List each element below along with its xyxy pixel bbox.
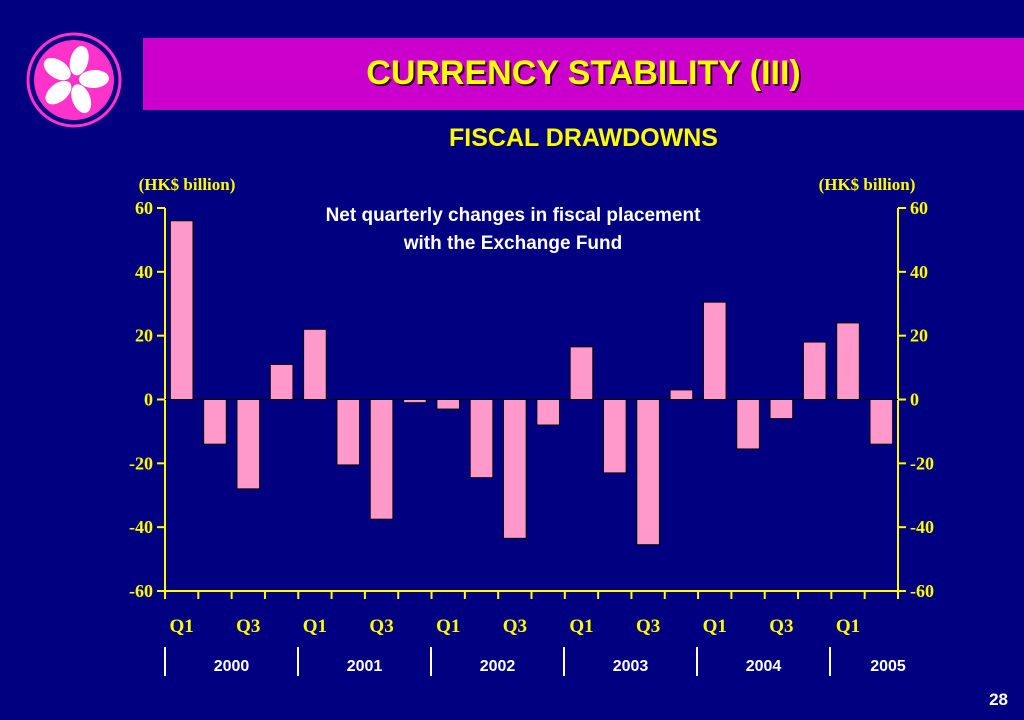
year-label: 2005 <box>870 658 906 675</box>
bar <box>303 328 327 400</box>
bar <box>503 399 527 539</box>
chart-axes <box>157 207 906 676</box>
bar <box>769 399 794 420</box>
slide-title: CURRENCY STABILITY (III) <box>366 54 801 92</box>
bar <box>169 220 194 400</box>
y-axis-label-right: (HK$ billion) <box>819 175 916 194</box>
x-tick-label: Q1 <box>170 616 194 637</box>
bar <box>836 322 860 400</box>
y-tick-label-right: -60 <box>910 581 934 601</box>
y-tick-label-left: 40 <box>135 262 153 282</box>
y-tick-label-left: -60 <box>129 581 153 601</box>
y-tick-label-right: -20 <box>910 453 934 473</box>
chart-bars <box>169 220 894 546</box>
bar <box>669 389 694 400</box>
x-tick-label: Q1 <box>836 616 860 637</box>
y-tick-label-left: 60 <box>135 198 153 218</box>
bar <box>469 399 494 479</box>
title-bar: CURRENCY STABILITY (III) <box>143 38 1024 110</box>
bar <box>436 399 461 410</box>
bar <box>702 301 727 401</box>
y-tick-label-left: 20 <box>135 326 153 346</box>
bauhinia-logo-icon <box>26 32 122 128</box>
bar <box>269 363 294 400</box>
bar <box>636 399 660 546</box>
x-tick-label: Q3 <box>503 616 527 637</box>
x-tick-label: Q3 <box>236 616 260 637</box>
chart-title: Net quarterly changes in fiscal placemen… <box>326 205 702 226</box>
y-tick-label-right: -40 <box>910 517 934 537</box>
x-tick-label: Q3 <box>769 616 793 637</box>
year-label: 2002 <box>480 658 516 675</box>
year-label: 2004 <box>746 658 782 675</box>
y-tick-label-right: 0 <box>910 390 919 410</box>
bar <box>536 399 560 426</box>
bar <box>336 399 361 466</box>
y-axis-label-left: (HK$ billion) <box>139 175 236 194</box>
bar <box>869 399 894 445</box>
y-tick-label-right: 60 <box>910 198 928 218</box>
year-label: 2001 <box>347 658 383 675</box>
bar <box>236 399 261 490</box>
y-tick-label-left: 0 <box>144 390 153 410</box>
x-tick-label: Q1 <box>703 616 727 637</box>
x-tick-label: Q3 <box>636 616 660 637</box>
page-number: 28 <box>989 690 1008 709</box>
y-tick-label-left: -40 <box>129 517 153 537</box>
x-tick-label: Q1 <box>303 616 327 637</box>
x-tick-label: Q1 <box>436 616 460 637</box>
bar <box>736 399 760 450</box>
bar <box>203 399 227 445</box>
bar <box>569 346 594 400</box>
year-label: 2000 <box>214 658 250 675</box>
bar <box>602 399 627 474</box>
y-tick-label-left: -20 <box>129 453 153 473</box>
slide-subtitle: FISCAL DRAWDOWNS <box>449 124 718 152</box>
y-tick-label-right: 20 <box>910 326 928 346</box>
bar <box>369 399 394 520</box>
y-tick-label-right: 40 <box>910 262 928 282</box>
bar <box>802 341 827 400</box>
x-tick-label: Q3 <box>369 616 393 637</box>
x-tick-label: Q1 <box>569 616 593 637</box>
bar <box>403 399 427 404</box>
year-label: 2003 <box>613 658 649 675</box>
chart-title: with the Exchange Fund <box>403 233 623 254</box>
